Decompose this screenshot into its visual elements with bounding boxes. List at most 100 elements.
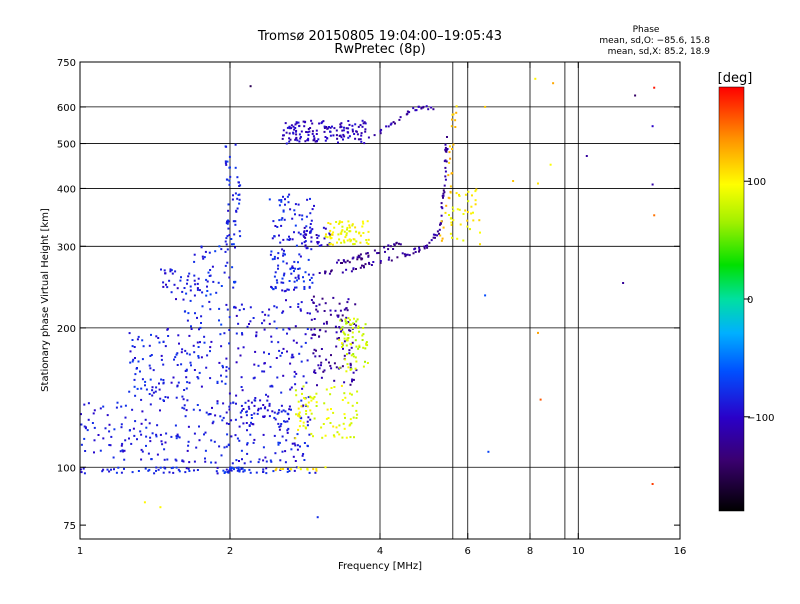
x-modeecho-point — [315, 405, 318, 407]
x-tick-label: 10 — [572, 546, 585, 557]
o-modeecho-point — [304, 121, 306, 124]
o-modeecho-point — [183, 310, 186, 313]
o-modeecho-point — [237, 466, 240, 469]
x-modeecho-point — [325, 388, 328, 391]
o-modeecho-point — [259, 399, 262, 402]
o-modeecho-point — [349, 383, 352, 386]
o-modeecho-point — [324, 136, 327, 138]
o-modeecho-point — [346, 131, 349, 134]
o-modeecho-point — [238, 469, 241, 472]
o-modeecho-point — [187, 467, 190, 470]
o-modeecho-point — [250, 414, 253, 416]
o-modeecho-point — [364, 130, 367, 133]
o-modeecho-point — [432, 233, 435, 236]
o-modeecho-point — [284, 198, 286, 201]
o-modeecho-point — [169, 268, 172, 271]
o-modeecho-point — [225, 468, 228, 471]
o-modeecho-point — [179, 279, 182, 282]
x-modeecho-point — [342, 422, 345, 425]
o-modeecho-point — [175, 466, 178, 469]
o-modeecho-point — [209, 377, 212, 380]
o-modeecho-point — [233, 468, 235, 471]
x-modeecho-point — [353, 436, 355, 439]
o-modeecho-point — [337, 315, 340, 318]
o-modeecho-point — [288, 417, 290, 420]
x-modeecho-point — [484, 105, 487, 108]
o-modeecho-point — [351, 380, 353, 383]
o-modeecho-point — [238, 470, 241, 473]
o-modeecho-point — [226, 261, 229, 264]
x-modeecho-point — [338, 221, 341, 224]
x-modeecho-point — [143, 501, 146, 504]
o-modeecho-point — [210, 439, 213, 442]
o-modeecho-point — [363, 142, 366, 145]
x-modeecho-point — [462, 213, 465, 215]
o-modeecho-point — [102, 468, 105, 471]
o-modeecho-point — [282, 347, 285, 350]
o-modeecho-point — [302, 375, 305, 378]
o-modeecho-point — [294, 213, 296, 216]
o-modeecho-point — [184, 349, 187, 352]
o-modeecho-point — [294, 138, 297, 141]
x-modeecho-point — [354, 339, 357, 342]
o-modeecho-point — [276, 257, 279, 260]
o-modeecho-point — [343, 135, 346, 138]
o-modeecho-point — [444, 148, 447, 151]
x-modeecho-point — [349, 436, 352, 439]
o-modeecho-point — [301, 387, 304, 390]
x-modeecho-point — [348, 424, 351, 427]
o-modeecho-point — [239, 184, 242, 187]
o-modeecho-point — [228, 166, 231, 169]
o-modeecho-point — [237, 194, 240, 196]
o-modeecho-point — [274, 271, 277, 274]
o-modeecho-point — [282, 328, 285, 331]
o-modeecho-point — [212, 280, 215, 283]
o-modeecho-point — [288, 125, 291, 128]
o-modeecho-point — [399, 243, 402, 246]
o-modeecho-point — [225, 163, 228, 166]
o-modeecho-point — [237, 181, 240, 184]
o-modeecho-point — [283, 420, 285, 423]
o-modeecho-point — [329, 130, 331, 133]
x-modeecho-point — [474, 190, 477, 193]
o-modeecho-point — [396, 256, 399, 259]
o-modeecho-point — [315, 234, 318, 236]
o-modeecho-point — [321, 121, 324, 124]
o-modeecho-point — [145, 426, 148, 429]
o-modeecho-point — [178, 470, 181, 473]
x-modeecho-point — [330, 408, 332, 410]
o-modeecho-point — [282, 210, 285, 213]
x-modeecho-point — [479, 243, 481, 246]
o-modeecho-point — [222, 416, 225, 419]
o-modeecho-point — [230, 435, 233, 438]
o-modeecho-point — [148, 468, 151, 471]
o-modeecho-point — [193, 369, 196, 371]
o-modeecho-point — [187, 312, 190, 315]
o-modeecho-point — [340, 330, 342, 333]
o-modeecho-point — [293, 270, 295, 273]
o-modeecho-point — [342, 347, 344, 350]
o-modeecho-point — [218, 319, 220, 322]
x-modeecho-point — [470, 205, 473, 208]
o-modeecho-point — [236, 176, 239, 179]
o-modeecho-point — [444, 146, 447, 149]
o-modeecho-point — [376, 252, 379, 255]
o-modeecho-point — [99, 407, 102, 410]
o-modeecho-point — [151, 432, 154, 435]
o-modeecho-point — [271, 258, 274, 261]
x-modeecho-point — [340, 241, 343, 244]
x-modeecho-point — [350, 354, 353, 357]
o-modeecho-point — [106, 414, 109, 417]
o-modeecho-point — [337, 141, 339, 144]
o-modeecho-point — [108, 423, 111, 426]
o-modeecho-point — [234, 434, 237, 437]
o-modeecho-point — [281, 217, 284, 220]
x-modeecho-point — [329, 242, 332, 245]
x-modeecho-point — [343, 241, 346, 244]
o-modeecho-point — [205, 278, 208, 281]
o-modeecho-point — [282, 310, 285, 313]
o-modeecho-point — [273, 255, 276, 258]
o-modeecho-point — [334, 309, 337, 312]
o-modeecho-point — [306, 444, 309, 447]
o-modeecho-point — [242, 346, 245, 349]
